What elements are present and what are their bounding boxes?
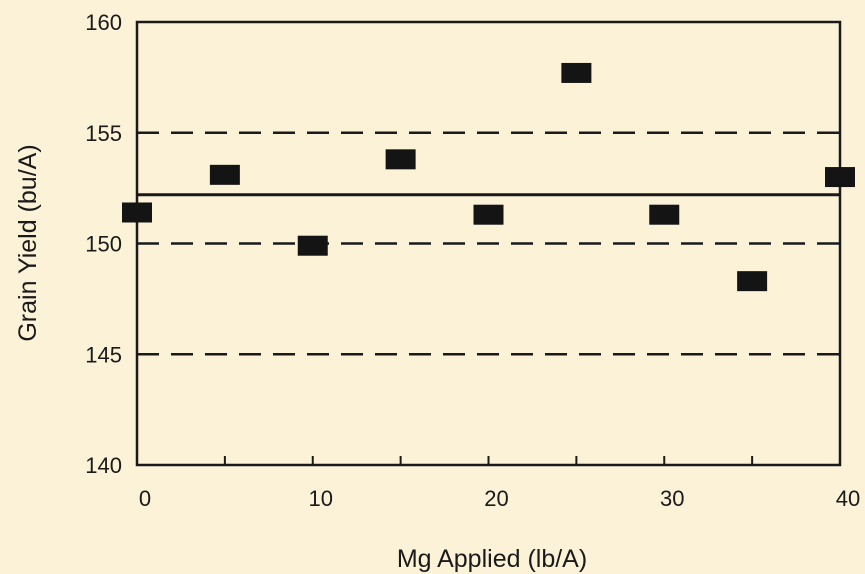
reference-lines [137,131,840,356]
data-point [297,235,328,256]
data-point [649,204,680,225]
y-tick-label: 150 [85,232,122,257]
y-tick-labels: 140 145 150 155 160 [85,10,122,478]
x-tick-label: 30 [660,486,684,511]
x-tick-label: 40 [836,486,860,511]
y-tick-label: 160 [85,10,122,35]
data-point [385,149,416,170]
x-tick-label: 0 [139,486,151,511]
x-tick-label: 10 [309,486,333,511]
data-points [122,62,855,292]
data-point [122,202,152,223]
data-point [209,164,240,185]
y-tick-label: 145 [85,342,122,367]
y-tick-label: 155 [85,121,122,146]
x-tick-labels: 0 10 20 30 40 [139,486,860,511]
data-point [825,167,855,188]
data-point [561,62,592,83]
y-tick-label: 140 [85,453,122,478]
y-axis-title: Grain Yield (bu/A) [14,144,42,341]
axis-ticks [136,456,841,465]
data-point [737,271,768,292]
x-axis-title: Mg Applied (lb/A) [397,545,587,573]
data-point [473,204,504,225]
x-tick-label: 20 [484,486,508,511]
